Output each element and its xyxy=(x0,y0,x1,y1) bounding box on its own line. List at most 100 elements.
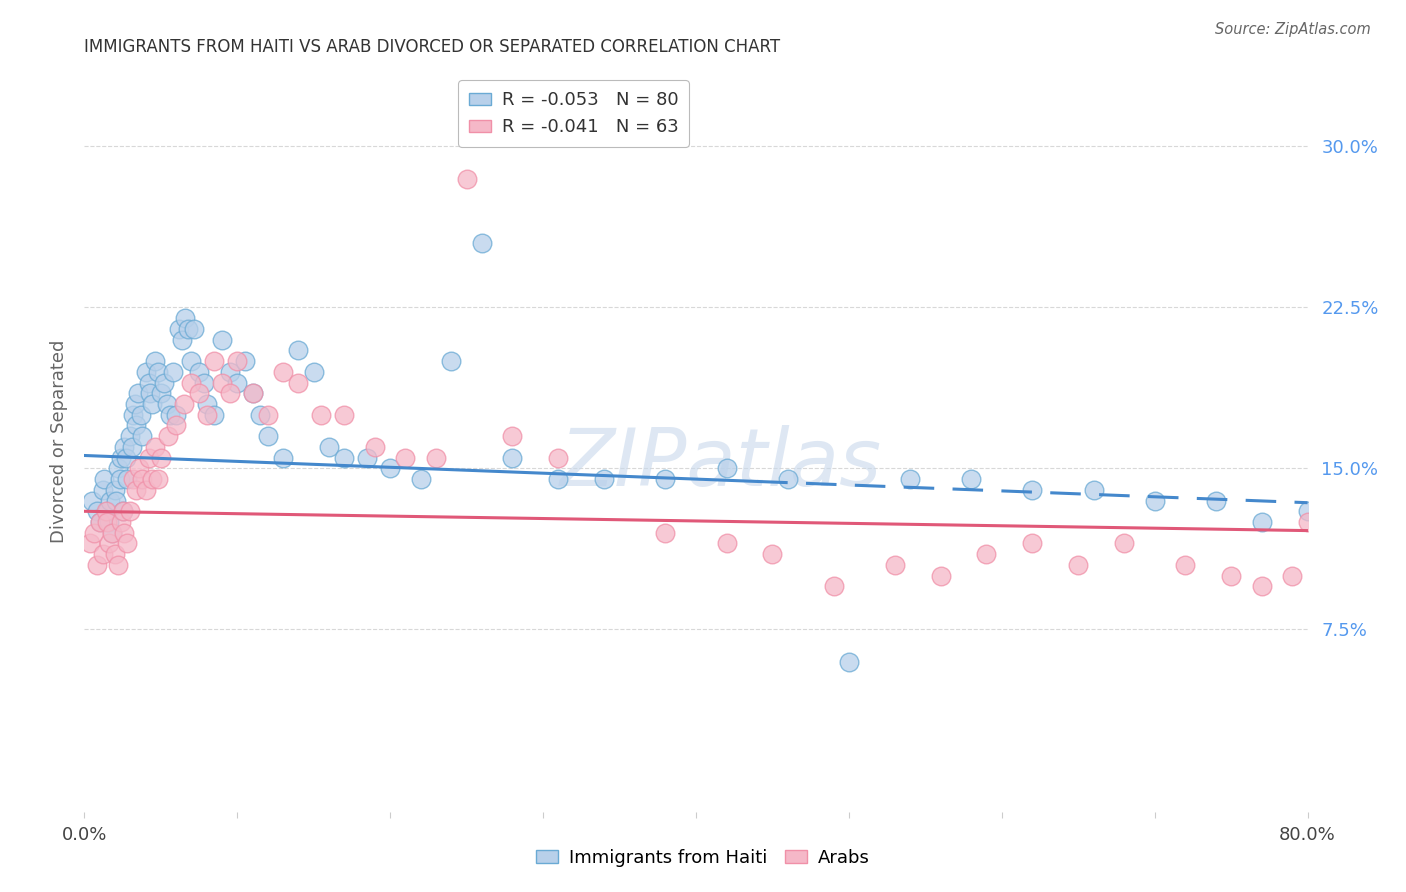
Point xyxy=(104,547,127,561)
Point xyxy=(124,397,146,411)
Point xyxy=(202,354,225,368)
Point xyxy=(125,418,148,433)
Point xyxy=(138,450,160,465)
Point xyxy=(93,472,115,486)
Point xyxy=(157,429,180,443)
Point xyxy=(91,547,114,561)
Point xyxy=(149,450,172,465)
Text: ZIPatlas: ZIPatlas xyxy=(560,425,882,503)
Point xyxy=(172,333,194,347)
Point xyxy=(211,376,233,390)
Point xyxy=(115,472,138,486)
Point xyxy=(502,429,524,443)
Point xyxy=(141,472,163,486)
Point xyxy=(153,376,176,390)
Point xyxy=(111,504,134,518)
Point xyxy=(96,504,118,518)
Point xyxy=(823,579,845,593)
Point xyxy=(654,525,676,540)
Text: Source: ZipAtlas.com: Source: ZipAtlas.com xyxy=(1215,22,1371,37)
Point xyxy=(112,525,135,540)
Point xyxy=(1281,568,1303,582)
Point xyxy=(89,515,111,529)
Point xyxy=(129,408,152,422)
Point xyxy=(929,568,952,582)
Point xyxy=(1250,579,1272,593)
Point xyxy=(89,515,111,529)
Point xyxy=(456,171,478,186)
Point xyxy=(425,450,447,465)
Legend: Immigrants from Haiti, Arabs: Immigrants from Haiti, Arabs xyxy=(529,842,877,874)
Point xyxy=(394,450,416,465)
Point xyxy=(838,655,860,669)
Point xyxy=(547,472,569,486)
Point xyxy=(257,429,280,443)
Point xyxy=(409,472,432,486)
Point xyxy=(716,461,738,475)
Point xyxy=(311,408,333,422)
Point xyxy=(287,376,309,390)
Point xyxy=(86,558,108,572)
Point xyxy=(114,450,136,465)
Point xyxy=(138,376,160,390)
Point xyxy=(271,450,294,465)
Point xyxy=(654,472,676,486)
Point xyxy=(115,536,138,550)
Point xyxy=(120,429,142,443)
Legend: R = -0.053   N = 80, R = -0.041   N = 63: R = -0.053 N = 80, R = -0.041 N = 63 xyxy=(458,80,689,147)
Point xyxy=(101,525,124,540)
Point xyxy=(195,397,218,411)
Point xyxy=(1067,558,1090,572)
Point xyxy=(146,365,169,379)
Point xyxy=(195,408,218,422)
Point xyxy=(302,365,325,379)
Point xyxy=(380,461,402,475)
Point xyxy=(141,397,163,411)
Point xyxy=(593,472,616,486)
Point xyxy=(364,440,387,454)
Point xyxy=(122,408,145,422)
Point xyxy=(165,418,187,433)
Point xyxy=(149,386,172,401)
Point xyxy=(94,504,117,518)
Point xyxy=(502,450,524,465)
Point xyxy=(1083,483,1105,497)
Point xyxy=(242,386,264,401)
Point xyxy=(271,365,294,379)
Point xyxy=(193,376,215,390)
Point xyxy=(177,322,200,336)
Point xyxy=(1174,558,1197,572)
Point xyxy=(96,515,118,529)
Point xyxy=(183,322,205,336)
Point xyxy=(233,354,256,368)
Point xyxy=(356,450,378,465)
Point xyxy=(174,311,197,326)
Point xyxy=(180,376,202,390)
Point xyxy=(79,536,101,550)
Point xyxy=(883,558,905,572)
Point xyxy=(83,525,105,540)
Point xyxy=(143,440,166,454)
Point xyxy=(333,408,356,422)
Point xyxy=(173,397,195,411)
Point xyxy=(257,408,280,422)
Point xyxy=(716,536,738,550)
Point xyxy=(131,472,153,486)
Point xyxy=(1220,568,1243,582)
Point xyxy=(776,472,799,486)
Point xyxy=(112,440,135,454)
Point xyxy=(440,354,463,368)
Point xyxy=(218,386,240,401)
Point xyxy=(135,483,157,497)
Point xyxy=(218,365,240,379)
Point xyxy=(107,558,129,572)
Point xyxy=(97,536,120,550)
Point xyxy=(122,472,145,486)
Point xyxy=(249,408,271,422)
Point xyxy=(131,429,153,443)
Point xyxy=(128,461,150,475)
Point xyxy=(547,450,569,465)
Point xyxy=(761,547,783,561)
Point xyxy=(91,483,114,497)
Point xyxy=(165,408,187,422)
